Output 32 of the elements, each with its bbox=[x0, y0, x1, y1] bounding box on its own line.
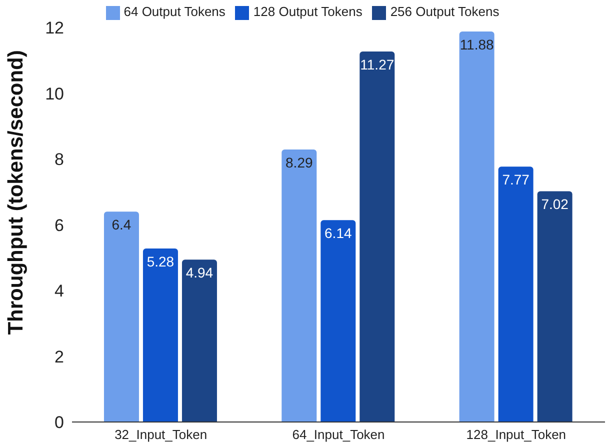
bar bbox=[459, 32, 494, 422]
bar bbox=[182, 260, 217, 422]
data-label: 5.28 bbox=[146, 253, 174, 270]
bar bbox=[142, 248, 178, 422]
data-label: 7.02 bbox=[541, 196, 569, 212]
data-label: 4.94 bbox=[186, 264, 214, 281]
data-label: 11.27 bbox=[360, 56, 394, 72]
data-label: 6.14 bbox=[324, 225, 352, 242]
bar bbox=[498, 166, 534, 422]
data-label: 8.29 bbox=[286, 154, 313, 170]
data-label: 7.77 bbox=[502, 172, 530, 188]
bar bbox=[360, 52, 395, 422]
bar bbox=[104, 212, 139, 422]
bar bbox=[320, 220, 356, 422]
bar bbox=[282, 150, 317, 422]
x-tick-label: 32_Input_Token bbox=[114, 427, 208, 442]
data-label: 6.4 bbox=[112, 216, 132, 233]
legend-label: 64 Output Tokens bbox=[124, 4, 226, 19]
y-tick-label: 0 bbox=[54, 413, 64, 432]
legend-label: 256 Output Tokens bbox=[390, 4, 500, 19]
x-tick-label: 128_Input_Token bbox=[466, 427, 566, 442]
data-label: 11.88 bbox=[460, 36, 494, 52]
y-tick-label: 2 bbox=[54, 347, 64, 366]
legend-label: 128 Output Tokens bbox=[253, 4, 362, 19]
y-axis-title: Throughput (tokens/second) bbox=[4, 50, 28, 335]
y-tick-label: 8 bbox=[54, 150, 64, 170]
y-tick-label: 6 bbox=[54, 216, 64, 235]
y-tick-label: 12 bbox=[45, 18, 64, 38]
bar bbox=[537, 191, 572, 422]
y-tick-label: 4 bbox=[54, 282, 64, 301]
y-tick-label: 10 bbox=[45, 84, 64, 104]
x-tick-label: 64_Input_Token bbox=[292, 427, 385, 442]
